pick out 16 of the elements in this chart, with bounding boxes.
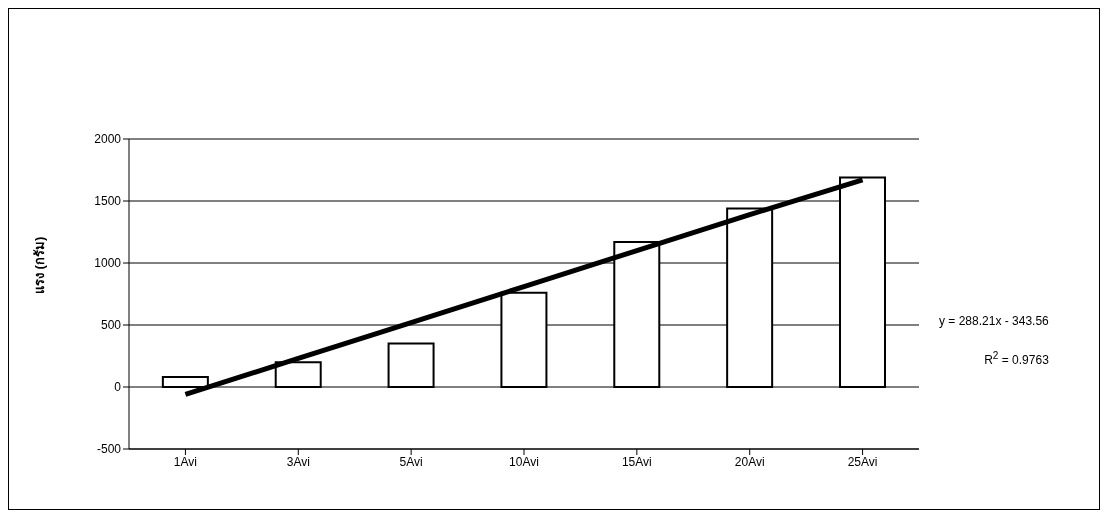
y-tick-label: 1000 [94,256,122,271]
x-tick-label: 5Avi [399,454,423,469]
y-axis-title: แรง (กรัม) [31,236,47,294]
y-tick-label: 500 [100,318,122,333]
x-tick-label: 25Avi [847,454,878,469]
y-tick-label: -500 [96,442,122,457]
x-tick-label: 3Avi [286,454,310,469]
x-tick-label: 15Avi [621,454,652,469]
x-tick-label: 10Avi [509,454,539,469]
text: R$^{2}$ = 0.9763 [983,350,1050,367]
x-tick-label: 20Avi [734,454,765,469]
y-tick-label: 1500 [94,194,122,209]
text: y = 288.21x - 343.56 [939,314,1050,328]
y-tick-label: 2000 [94,132,122,147]
x-tick-label: 1Avi [173,454,197,469]
y-tick-label: 0 [114,380,122,395]
